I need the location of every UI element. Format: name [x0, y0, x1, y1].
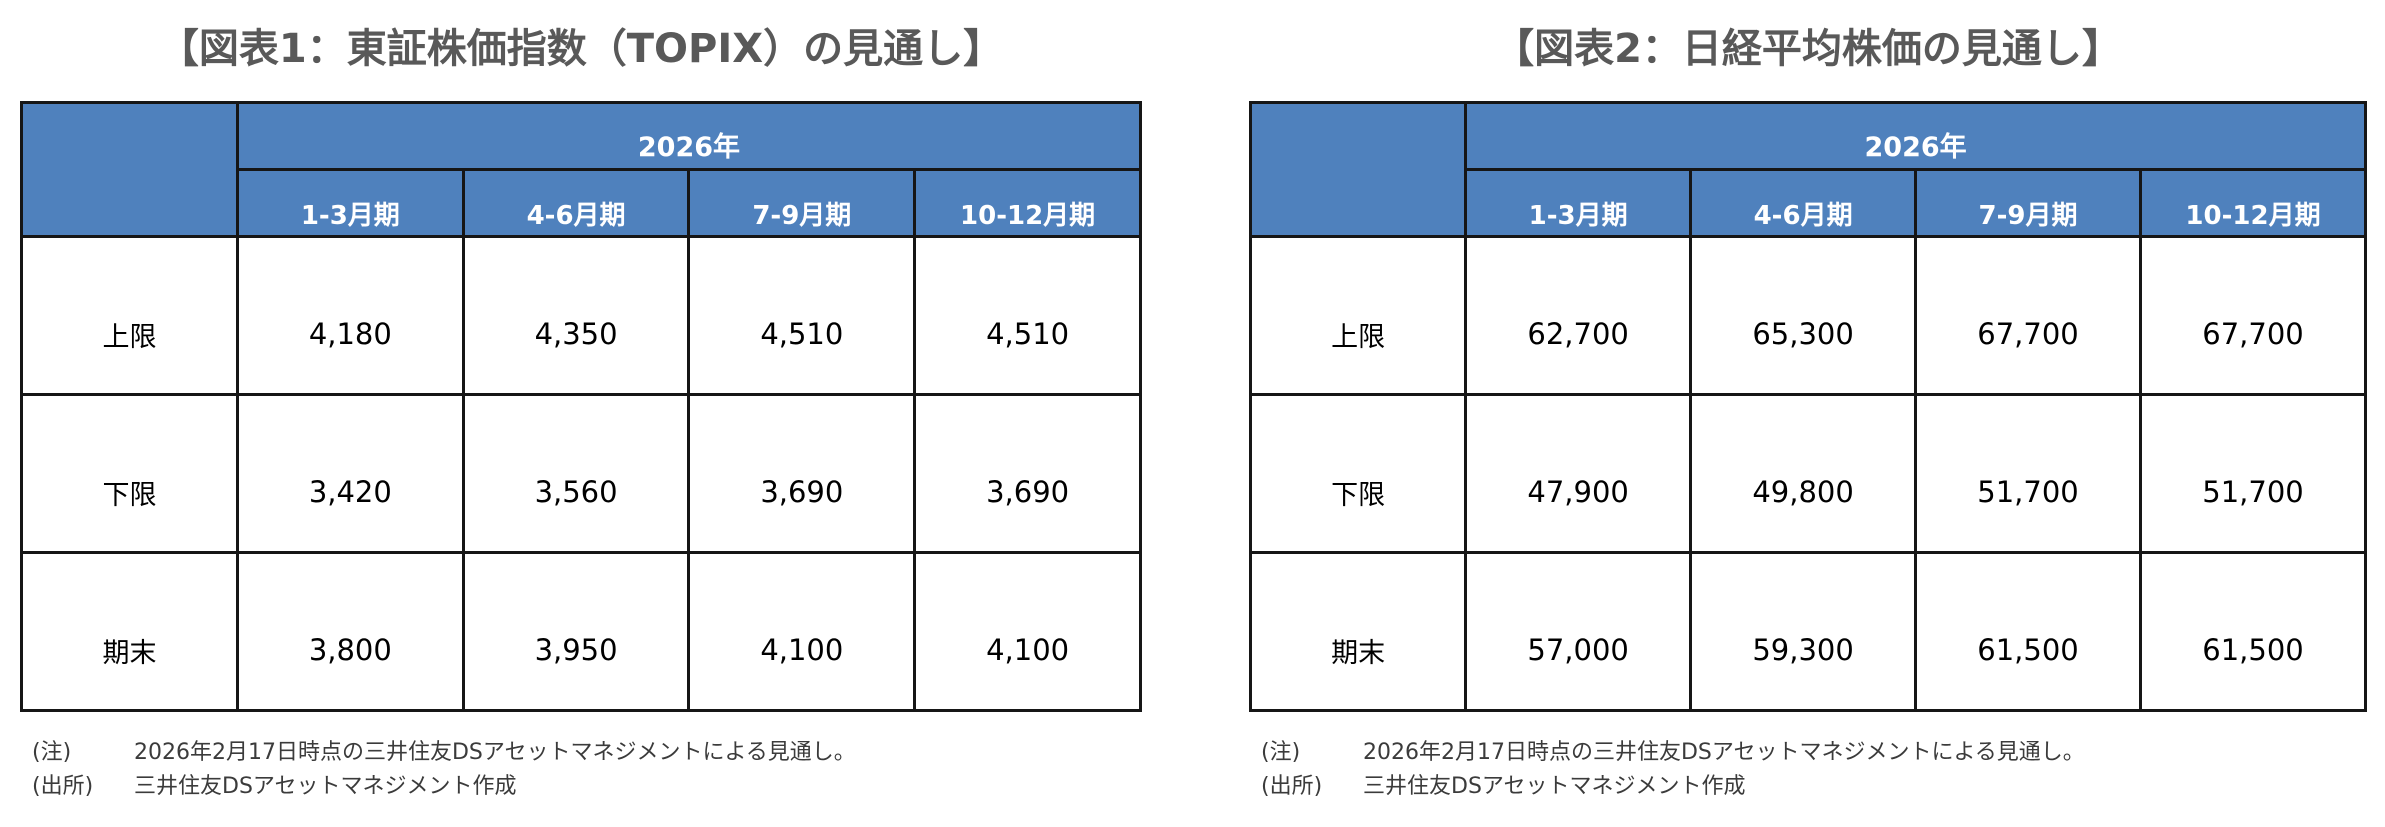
table-row-upper-limit: 上限 4,180 4,350 4,510 4,510: [20, 235, 1142, 396]
cell-value: 47,900: [1464, 393, 1693, 554]
cell-value: 4,350: [461, 235, 691, 396]
cell-value: 65,300: [1689, 235, 1918, 396]
figure2-corner-cell: [1248, 101, 1468, 238]
note-label: (注): [1261, 740, 1301, 765]
figure2-quarter-header-q3: 7-9月期: [1914, 168, 2142, 238]
figure1-quarter-header-q3: 7-9月期: [687, 168, 917, 238]
figure2-year-header: 2026年: [1464, 101, 2367, 171]
figure1-notes: (注) 2026年2月17日時点の三井住友DSアセットマネジメントによる見通し。…: [20, 736, 1142, 804]
row-label-period-end: 期末: [1248, 551, 1468, 712]
cell-value: 3,690: [687, 393, 917, 554]
cell-value: 3,690: [913, 393, 1142, 554]
row-label-lower-limit: 下限: [20, 393, 239, 554]
figure1-quarter-row: 1-3月期 4-6月期 7-9月期 10-12月期: [22, 168, 1142, 238]
cell-value: 67,700: [1914, 235, 2142, 396]
table-row-lower-limit: 下限 47,900 49,800 51,700 51,700: [1248, 393, 2367, 554]
note-line: (注) 2026年2月17日時点の三井住友DSアセットマネジメントによる見通し。: [32, 736, 1142, 770]
cell-value: 3,560: [461, 393, 691, 554]
figure2-year-row: 2026年: [1248, 101, 2367, 238]
note-line: (注) 2026年2月17日時点の三井住友DSアセットマネジメントによる見通し。: [1261, 736, 2367, 770]
row-label-upper-limit: 上限: [20, 235, 239, 396]
source-text: 三井住友DSアセットマネジメント作成: [134, 774, 517, 799]
figure1-table: 2026年 1-3月期 4-6月期 7-9月期 10-12月期 上限 4,180…: [20, 101, 1143, 712]
source-line: (出所) 三井住友DSアセットマネジメント作成: [32, 770, 1142, 804]
note-text: 2026年2月17日時点の三井住友DSアセットマネジメントによる見通し。: [134, 740, 856, 765]
note-label: (注): [32, 740, 72, 765]
figure1-corner-cell: [20, 101, 239, 238]
cell-value: 4,100: [913, 551, 1142, 712]
note-text: 2026年2月17日時点の三井住友DSアセットマネジメントによる見通し。: [1363, 740, 2085, 765]
cell-value: 62,700: [1464, 235, 1693, 396]
cell-value: 3,800: [235, 551, 465, 712]
table-row-lower-limit: 下限 3,420 3,560 3,690 3,690: [20, 393, 1142, 554]
figure2-title: 【図表2：日経平均株価の見通し】: [1494, 26, 2122, 72]
cell-value: 3,420: [235, 393, 465, 554]
cell-value: 67,700: [2139, 235, 2367, 396]
figure2-quarter-header-q4: 10-12月期: [2139, 168, 2367, 238]
source-text: 三井住友DSアセットマネジメント作成: [1363, 774, 1746, 799]
cell-value: 57,000: [1464, 551, 1693, 712]
cell-value: 4,180: [235, 235, 465, 396]
cell-value: 51,700: [2139, 393, 2367, 554]
figure1-quarter-header-q2: 4-6月期: [461, 168, 691, 238]
cell-value: 61,500: [2139, 551, 2367, 712]
source-label: (出所): [1261, 774, 1323, 799]
row-label-lower-limit: 下限: [1248, 393, 1468, 554]
figure1-title: 【図表1：東証株価指数（TOPIX）の見通し】: [158, 26, 1004, 72]
row-label-period-end: 期末: [20, 551, 239, 712]
figure2-notes: (注) 2026年2月17日時点の三井住友DSアセットマネジメントによる見通し。…: [1249, 736, 2367, 804]
figure1-year-header: 2026年: [235, 101, 1143, 171]
figure1-quarter-header-q1: 1-3月期: [235, 168, 465, 238]
figure2-quarter-header-q2: 4-6月期: [1689, 168, 1918, 238]
figure2-quarter-header-q1: 1-3月期: [1464, 168, 1693, 238]
source-line: (出所) 三井住友DSアセットマネジメント作成: [1261, 770, 2367, 804]
figure2-table: 2026年 1-3月期 4-6月期 7-9月期 10-12月期 上限 62,70…: [1248, 101, 2367, 712]
cell-value: 49,800: [1689, 393, 1918, 554]
cell-value: 4,510: [913, 235, 1142, 396]
source-label: (出所): [32, 774, 94, 799]
table-row-period-end: 期末 57,000 59,300 61,500 61,500: [1248, 551, 2367, 712]
cell-value: 4,100: [687, 551, 917, 712]
row-label-upper-limit: 上限: [1248, 235, 1468, 396]
table-row-period-end: 期末 3,800 3,950 4,100 4,100: [20, 551, 1142, 712]
figure1-year-row: 2026年: [20, 101, 1143, 238]
cell-value: 59,300: [1689, 551, 1918, 712]
cell-value: 3,950: [461, 551, 691, 712]
figure2-quarter-row: 1-3月期 4-6月期 7-9月期 10-12月期: [1251, 168, 2367, 238]
figure1-panel: 【図表1：東証株価指数（TOPIX）の見通し】 2026年 1-3月期 4-6月…: [0, 0, 1192, 827]
table-row-upper-limit: 上限 62,700 65,300 67,700 67,700: [1248, 235, 2367, 396]
figure1-quarter-header-q4: 10-12月期: [913, 168, 1142, 238]
cell-value: 61,500: [1914, 551, 2142, 712]
cell-value: 4,510: [687, 235, 917, 396]
cell-value: 51,700: [1914, 393, 2142, 554]
figure2-panel: 【図表2：日経平均株価の見通し】 2026年 1-3月期 4-6月期 7-9月期…: [1192, 0, 2385, 827]
